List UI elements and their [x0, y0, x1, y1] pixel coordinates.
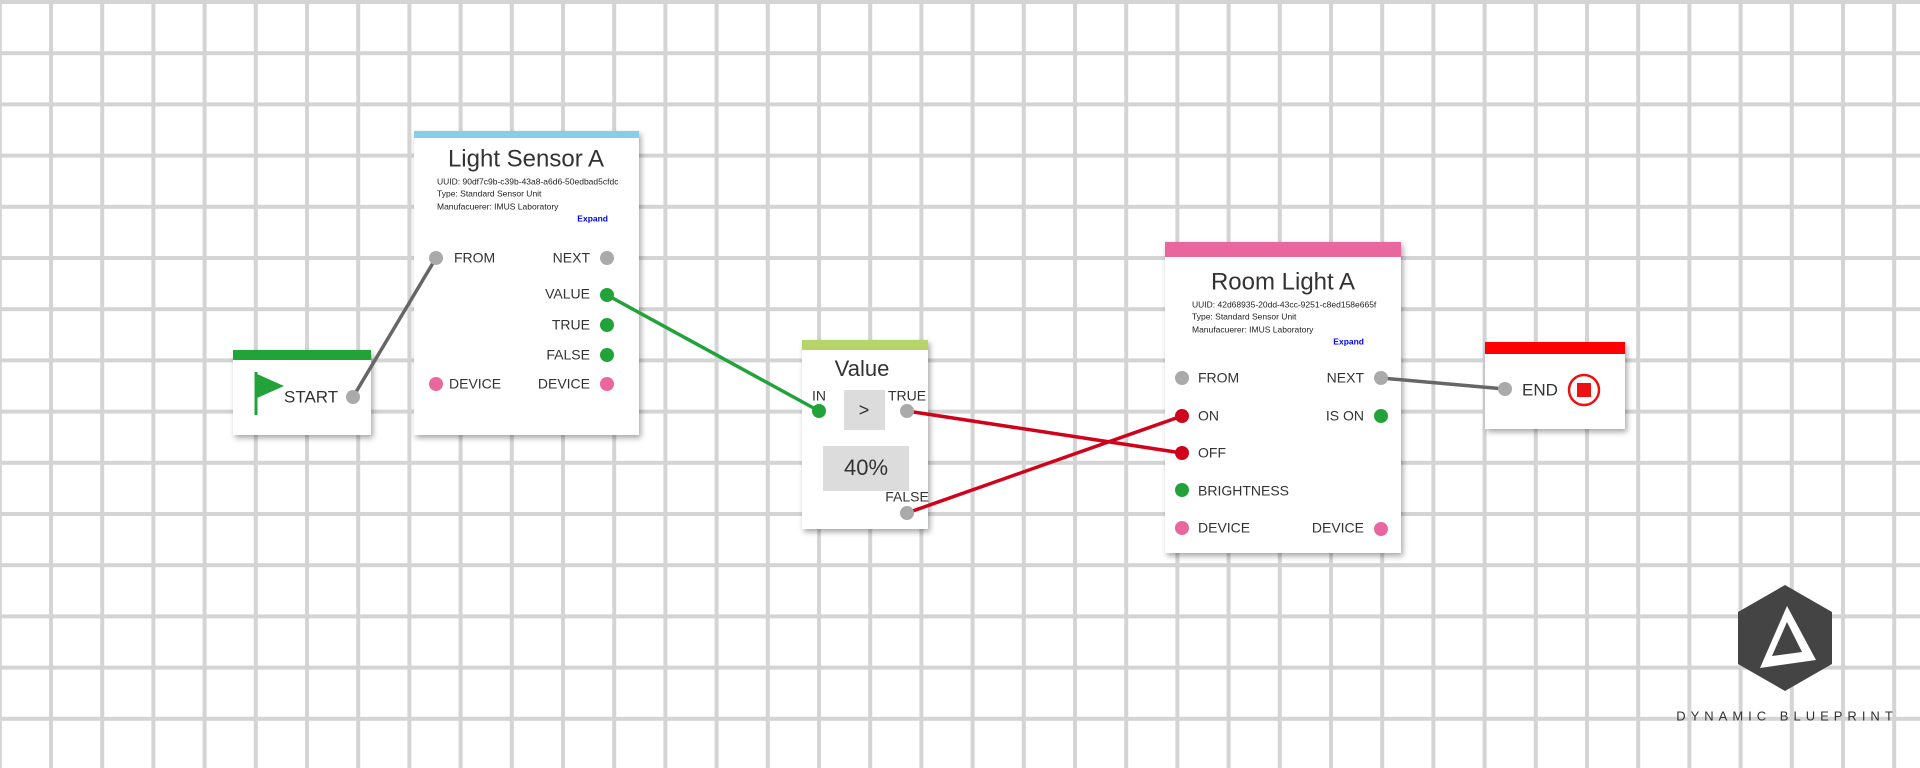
port[interactable]: [1374, 371, 1388, 385]
port[interactable]: [600, 318, 614, 332]
port[interactable]: [429, 251, 443, 265]
port[interactable]: [1498, 382, 1512, 396]
port[interactable]: [600, 377, 614, 391]
logo-mark-inner: [1772, 622, 1802, 656]
node-title: START: [284, 387, 338, 406]
port-label: VALUE: [545, 286, 590, 302]
node-uuid: UUID: 42d68935-20dd-43cc-9251-c8ed158e66…: [1192, 299, 1377, 309]
port[interactable]: [600, 288, 614, 302]
node-header: [1165, 242, 1401, 257]
value-node[interactable]: Value IN TRUE > 40% FALSE: [802, 340, 929, 529]
threshold-box[interactable]: [823, 446, 909, 491]
logo-text: DYNAMIC BLUEPRINT: [1676, 708, 1898, 723]
ports: [346, 251, 1512, 536]
port-label: DEVICE: [449, 376, 501, 392]
port[interactable]: [1374, 409, 1388, 423]
node-title: Value: [835, 356, 890, 381]
port-label: TRUE: [552, 317, 590, 333]
expand-link[interactable]: Expand: [577, 213, 608, 223]
port[interactable]: [600, 348, 614, 362]
operator: >: [859, 400, 870, 420]
end-node[interactable]: END: [1485, 342, 1625, 429]
node-title: END: [1522, 380, 1558, 399]
node-manufacturer: Manufacuerer: IMUS Laboratory: [437, 201, 559, 211]
port-label: FROM: [1198, 370, 1239, 386]
port-label: TRUE: [888, 388, 926, 404]
expand-link[interactable]: Expand: [1333, 336, 1364, 346]
port[interactable]: [429, 377, 443, 391]
port[interactable]: [1374, 522, 1388, 536]
port-label: FALSE: [885, 489, 929, 505]
node-type: Type: Standard Sensor Unit: [437, 188, 542, 198]
port-label: IN: [812, 388, 826, 404]
node-header: [802, 340, 928, 350]
node-type: Type: Standard Sensor Unit: [1192, 311, 1297, 321]
node-title: Light Sensor A: [448, 145, 604, 172]
node-header: [1485, 342, 1625, 354]
port-label: ON: [1198, 408, 1219, 424]
wire: [351, 256, 438, 399]
port[interactable]: [346, 390, 360, 404]
wire: [905, 414, 1184, 515]
node-body: [1165, 242, 1401, 553]
node-body: [802, 340, 928, 529]
port-label: IS ON: [1326, 408, 1364, 424]
port[interactable]: [812, 404, 826, 418]
wire: [905, 409, 1184, 455]
node-header: [233, 350, 371, 360]
wires: [351, 256, 1507, 515]
room-light-node[interactable]: Room Light A UUID: 42d68935-20dd-43cc-92…: [1165, 242, 1401, 553]
port-label: DEVICE: [538, 376, 590, 392]
port[interactable]: [1175, 409, 1189, 423]
port-label: NEXT: [553, 250, 591, 266]
port[interactable]: [900, 404, 914, 418]
port[interactable]: [1175, 371, 1189, 385]
port[interactable]: [1175, 521, 1189, 535]
node-title: Room Light A: [1211, 268, 1355, 295]
port-label: DEVICE: [1312, 520, 1364, 536]
port-label: NEXT: [1327, 370, 1365, 386]
stop-square: [1577, 383, 1591, 397]
port-label: FALSE: [546, 347, 590, 363]
wire: [605, 293, 821, 413]
port-label: FROM: [454, 250, 495, 266]
logo: DYNAMIC BLUEPRINT: [1676, 585, 1898, 723]
stop-icon: [1567, 373, 1601, 407]
port[interactable]: [600, 251, 614, 265]
node-header: [414, 131, 639, 138]
threshold: 40%: [844, 455, 888, 480]
port-label: BRIGHTNESS: [1198, 483, 1289, 499]
node-manufacturer: Manufacuerer: IMUS Laboratory: [1192, 324, 1314, 334]
wire: [1379, 376, 1507, 391]
node-uuid: UUID: 90df7c9b-c39b-43a8-a6d6-50edbad5cf…: [437, 176, 619, 186]
port[interactable]: [1175, 483, 1189, 497]
operator-box[interactable]: [844, 390, 885, 430]
port-label: OFF: [1198, 445, 1226, 461]
port-label: DEVICE: [1198, 520, 1250, 536]
port[interactable]: [1175, 446, 1189, 460]
flag: [257, 374, 284, 398]
port[interactable]: [900, 506, 914, 520]
